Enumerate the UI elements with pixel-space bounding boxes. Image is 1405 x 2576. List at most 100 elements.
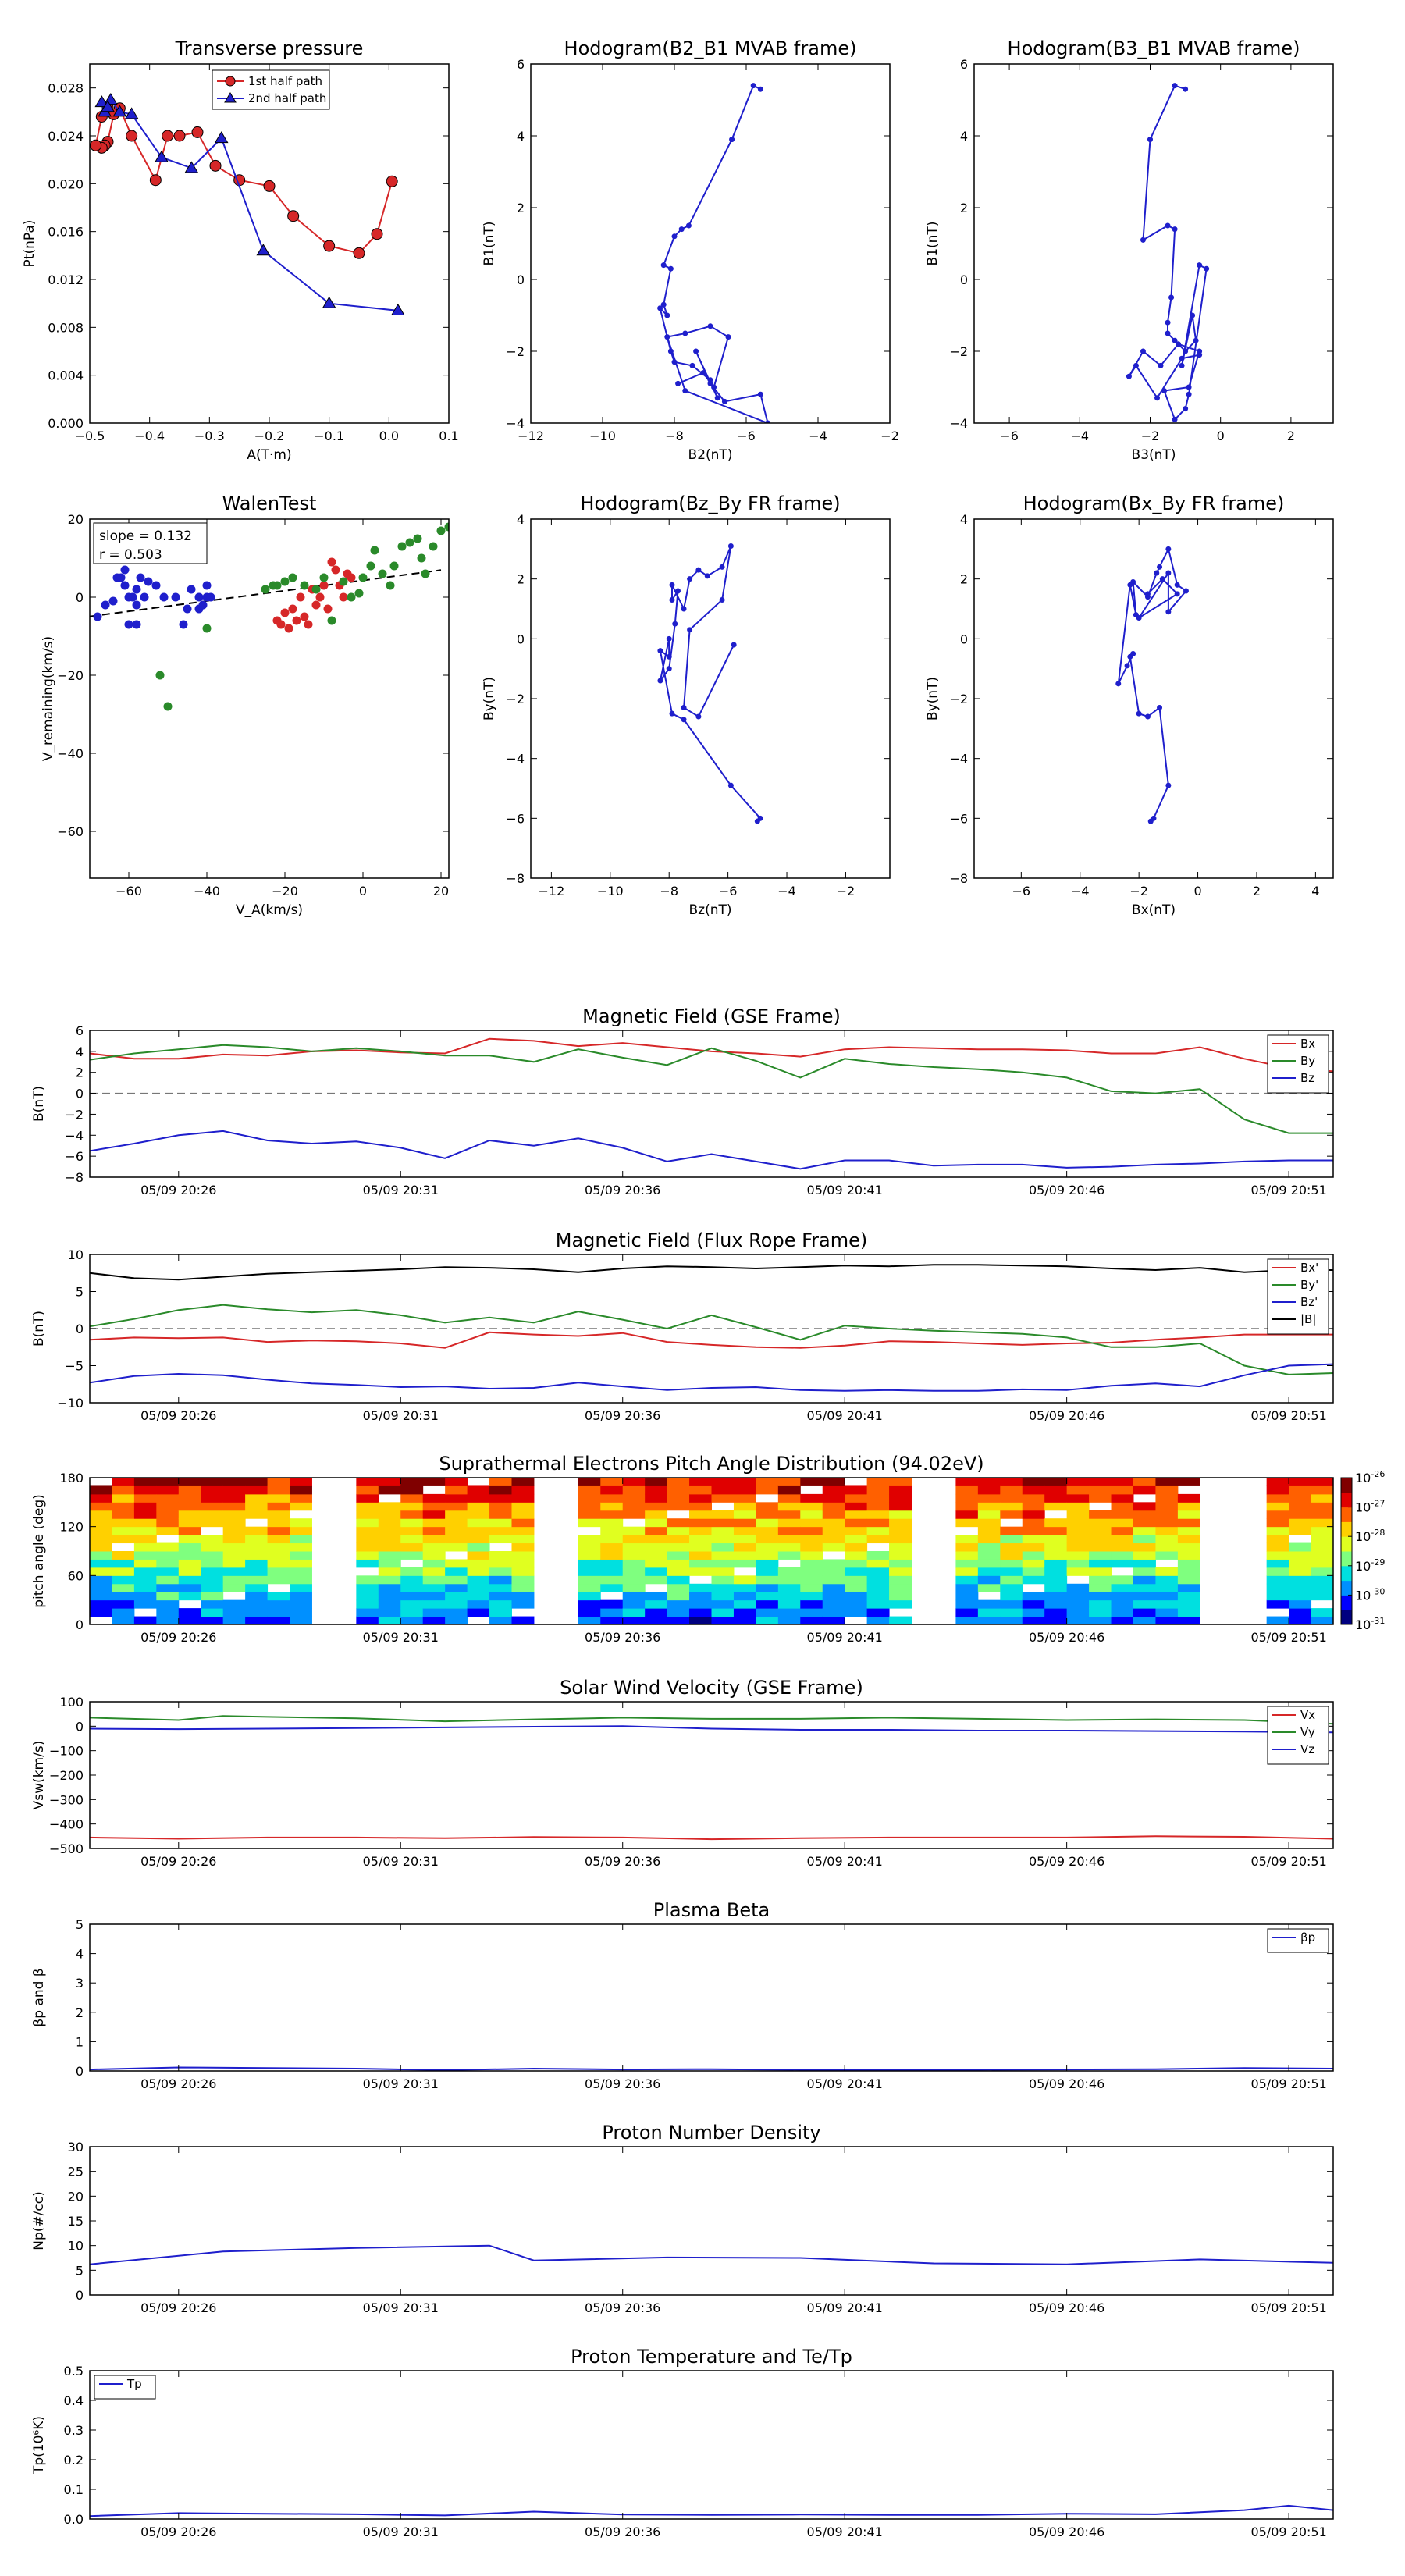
colorbar-segment [1341, 1521, 1352, 1537]
heatmap-cell [178, 1485, 201, 1495]
heatmap-cell [845, 1518, 868, 1528]
heatmap-cell [977, 1616, 1001, 1624]
ts-panel-beta: Plasma Beta 05/09 20:26 05/09 20:31 05/09 2… [31, 1899, 1334, 2091]
data-point [140, 592, 149, 602]
heatmap-cell [733, 1478, 756, 1486]
heatmap-cell [756, 1575, 779, 1585]
data-point [397, 542, 407, 551]
x-tick-label: 05/09 20:41 [807, 2076, 883, 2091]
y-tick-label: 15 [68, 2214, 84, 2229]
heatmap-cell [1155, 1608, 1179, 1617]
heatmap-cell [489, 1502, 512, 1511]
data-point [671, 359, 678, 365]
heatmap-cell [777, 1575, 801, 1585]
data-point [711, 384, 717, 390]
heatmap-cell [1089, 1583, 1112, 1592]
heatmap-cell [1022, 1502, 1045, 1511]
x-tick-label: 05/09 20:51 [1250, 1854, 1326, 1869]
heatmap-cell [777, 1535, 801, 1544]
heatmap-cell [400, 1510, 424, 1519]
legend-label: Tp [126, 2377, 142, 2391]
heatmap-cell [1066, 1592, 1090, 1601]
data-point [1197, 262, 1203, 269]
heatmap-cell [777, 1526, 801, 1535]
y-axis-label: B(nT) [31, 1311, 47, 1347]
heatmap-cell [1289, 1502, 1312, 1511]
series-line-0 [90, 2244, 1333, 2265]
heatmap-cell [955, 1575, 979, 1585]
data-point [386, 175, 398, 187]
heatmap-cell [600, 1510, 624, 1519]
y-tick-label: 2 [76, 1066, 84, 1080]
x-tick-label: −60 [116, 884, 142, 898]
heatmap-cell [1089, 1485, 1112, 1495]
heatmap-cell [267, 1616, 290, 1624]
heatmap-cell [356, 1526, 379, 1535]
heatmap-cell [1066, 1510, 1090, 1519]
heatmap-cell [689, 1502, 712, 1511]
heatmap-cell [290, 1575, 312, 1585]
heatmap-cell [90, 1592, 112, 1601]
heatmap-cell [467, 1592, 490, 1601]
heatmap-cell [90, 1526, 112, 1535]
heatmap-cell [112, 1526, 135, 1535]
heatmap-cell [489, 1518, 512, 1528]
heatmap-cell [1022, 1551, 1045, 1560]
heatmap-cell [422, 1493, 446, 1503]
heatmap-cell [667, 1478, 690, 1486]
heatmap-cell [1289, 1485, 1312, 1495]
heatmap-cell [1177, 1608, 1200, 1617]
heatmap-cell [222, 1599, 246, 1609]
data-point [727, 782, 734, 788]
y-tick-label: 120 [59, 1520, 84, 1535]
heatmap-cell [645, 1559, 668, 1568]
heatmap-cell [356, 1510, 379, 1519]
heatmap-cell [667, 1592, 690, 1601]
heatmap-cell [1000, 1526, 1023, 1535]
heatmap-cell [156, 1518, 180, 1528]
data-point [191, 126, 204, 138]
heatmap-cell [290, 1485, 312, 1495]
heatmap-cell [511, 1592, 535, 1601]
heatmap-cell [245, 1583, 269, 1592]
data-point [729, 137, 735, 143]
x-tick-label: 05/09 20:36 [585, 1408, 660, 1423]
data-point [757, 86, 763, 92]
heatmap-cell [156, 1608, 180, 1617]
y-tick-label: −5 [65, 1359, 84, 1374]
heatmap-cell [178, 1575, 201, 1585]
heatmap-cell [290, 1518, 312, 1528]
data-point [689, 362, 695, 368]
heatmap-cell [445, 1535, 468, 1544]
heatmap-cell [133, 1592, 157, 1601]
heatmap-cell [578, 1559, 601, 1568]
y-tick-label: 0 [76, 1322, 84, 1336]
heatmap-cell [489, 1478, 512, 1486]
heatmap-cell [845, 1599, 868, 1609]
heatmap-cell [1066, 1542, 1090, 1552]
series-line-By' [90, 1304, 1333, 1375]
heatmap-cell [866, 1616, 890, 1624]
heatmap-cell [1289, 1559, 1312, 1568]
legend-label: Bz' [1300, 1295, 1318, 1309]
heatmap-cell [245, 1608, 269, 1617]
heatmap-cell [645, 1526, 668, 1535]
heatmap-cell [622, 1575, 646, 1585]
heatmap-cell [600, 1535, 624, 1544]
y-tick-label: −4 [949, 416, 968, 431]
axes-frame [530, 518, 891, 879]
data-point [358, 573, 368, 582]
y-tick-label: −4 [65, 1128, 84, 1143]
heatmap-cell [511, 1478, 535, 1486]
data-point [94, 95, 109, 108]
y-tick-label: 25 [68, 2165, 84, 2179]
heatmap-cell [955, 1616, 979, 1624]
data-point [704, 573, 710, 579]
data-point [304, 620, 313, 629]
heatmap-cell [756, 1592, 779, 1601]
heatmap-cell [133, 1535, 157, 1544]
heatmap-cell [422, 1567, 446, 1576]
x-tick-label: −0.3 [194, 429, 225, 443]
heatmap-cell [622, 1510, 646, 1519]
heatmap-cell [378, 1592, 401, 1601]
